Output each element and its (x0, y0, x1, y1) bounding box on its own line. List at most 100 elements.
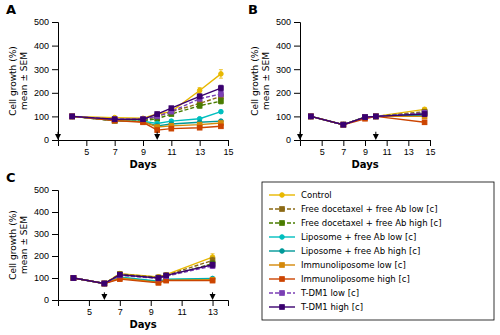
legend-entry: Liposome + free Ab low [c] (269, 232, 416, 242)
error-bar (156, 277, 160, 280)
arrow (373, 132, 379, 140)
error-bar (156, 277, 160, 280)
error-bar (219, 70, 223, 78)
point (70, 114, 75, 119)
error-bar (118, 273, 122, 276)
arrow-head (297, 134, 303, 140)
y-tick-label: 300 (34, 229, 49, 239)
error-bar (211, 262, 215, 267)
point (219, 99, 224, 104)
legend-label: Immunoliposome low [c] (301, 260, 406, 270)
x-tick-mark (213, 300, 214, 306)
y-tick-mark (294, 46, 300, 47)
point (71, 276, 76, 281)
series-line (73, 266, 212, 284)
legend-marker (280, 207, 285, 212)
series (309, 113, 427, 127)
x-tick-label: 15 (425, 147, 435, 157)
point (70, 114, 75, 119)
point (363, 115, 368, 120)
x-tick-label: 13 (195, 147, 205, 157)
point (71, 276, 76, 281)
error-bar (198, 94, 202, 99)
x-tick-mark (322, 140, 323, 146)
y-tick-mark (294, 93, 300, 94)
legend-marker (280, 305, 285, 310)
y-axis-title-line: mean ± SEM (19, 216, 29, 274)
y-tick: 400 (276, 41, 300, 51)
y-tick-mark (52, 212, 58, 213)
series-line (311, 113, 425, 125)
error-bar (423, 112, 427, 116)
y-tick: 200 (276, 88, 300, 98)
y-tick-label: 400 (34, 207, 49, 217)
y-tick-label: 400 (34, 41, 49, 51)
x-axis: 5791113 (59, 300, 229, 317)
point (197, 88, 202, 93)
point (71, 276, 76, 281)
y-axis-title-line: mean ± SEM (261, 52, 271, 110)
point (102, 281, 107, 286)
panel-label: A (6, 2, 16, 17)
point (374, 114, 379, 119)
y-tick-label: 100 (34, 112, 49, 122)
arrow-head (210, 294, 216, 300)
y-tick: 300 (34, 229, 58, 239)
point (341, 122, 346, 127)
series (70, 70, 223, 121)
y-tick-mark (52, 234, 58, 235)
x-tick-mark (120, 300, 121, 306)
x-tick-label: 13 (208, 307, 218, 317)
x-tick-mark (387, 140, 388, 146)
x-axis-title: Days (129, 319, 156, 330)
legend-label: T-DM1 high [c] (300, 302, 363, 312)
legend-entry: Free docetaxel + free Ab low [c] (269, 204, 438, 214)
point (70, 114, 75, 119)
y-tick: 100 (34, 273, 58, 283)
point (169, 126, 174, 131)
point (118, 272, 123, 277)
point (102, 281, 107, 286)
point (363, 115, 368, 120)
y-tick-label: 500 (34, 185, 49, 195)
x-axis-title: Days (351, 159, 378, 170)
point (374, 114, 379, 119)
x-tick: 11 (382, 140, 391, 157)
point (71, 276, 76, 281)
series-line (73, 278, 212, 284)
x-tick-label: 9 (363, 147, 368, 157)
series-line (72, 94, 221, 119)
series-line (73, 257, 212, 283)
point (102, 281, 107, 286)
panel: 5791113150100200300400500DaysCell growth… (248, 2, 436, 170)
y-axis: 0100200300400500 (34, 17, 59, 145)
y-tick-label: 100 (276, 112, 291, 122)
x-tick: 13 (195, 140, 205, 157)
y-tick-mark (52, 69, 58, 70)
error-bar (164, 274, 168, 277)
x-tick: 5 (84, 140, 89, 157)
point (363, 115, 368, 120)
series-line (73, 278, 212, 284)
x-axis-line (59, 141, 229, 147)
series-line (73, 260, 212, 283)
y-axis: 0100200300400500 (34, 185, 59, 305)
y-tick: 200 (34, 251, 58, 261)
x-tick-label: 11 (177, 307, 186, 317)
x-tick: 15 (425, 140, 435, 157)
legend-label: Liposome + free Ab low [c] (301, 232, 416, 242)
point (363, 115, 368, 120)
x-tick-mark (430, 140, 431, 146)
legend-marker (280, 221, 285, 226)
y-tick: 500 (276, 17, 300, 27)
point (219, 92, 224, 97)
y-tick-label: 300 (276, 65, 291, 75)
series (309, 112, 427, 127)
point (341, 122, 346, 127)
series (309, 111, 427, 127)
point (70, 114, 75, 119)
legend-entry: Free docetaxel + free Ab high [c] (269, 218, 442, 228)
arrow-head (101, 294, 107, 300)
x-tick: 7 (118, 300, 123, 317)
point (102, 281, 107, 286)
